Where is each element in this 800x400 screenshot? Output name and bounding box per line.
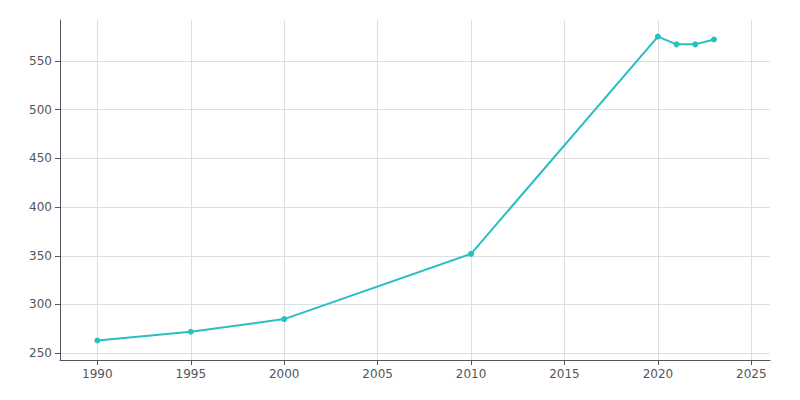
svg-text:1990: 1990 xyxy=(82,367,113,381)
svg-text:2000: 2000 xyxy=(269,367,300,381)
svg-text:1995: 1995 xyxy=(176,367,207,381)
svg-text:550: 550 xyxy=(29,54,52,68)
svg-text:400: 400 xyxy=(29,200,52,214)
svg-text:2015: 2015 xyxy=(549,367,580,381)
svg-text:2020: 2020 xyxy=(643,367,674,381)
svg-text:2010: 2010 xyxy=(456,367,487,381)
svg-text:500: 500 xyxy=(29,103,52,117)
svg-text:300: 300 xyxy=(29,297,52,311)
svg-text:2025: 2025 xyxy=(736,367,767,381)
svg-text:250: 250 xyxy=(29,346,52,360)
svg-text:2005: 2005 xyxy=(362,367,393,381)
svg-text:450: 450 xyxy=(29,151,52,165)
svg-text:350: 350 xyxy=(29,249,52,263)
